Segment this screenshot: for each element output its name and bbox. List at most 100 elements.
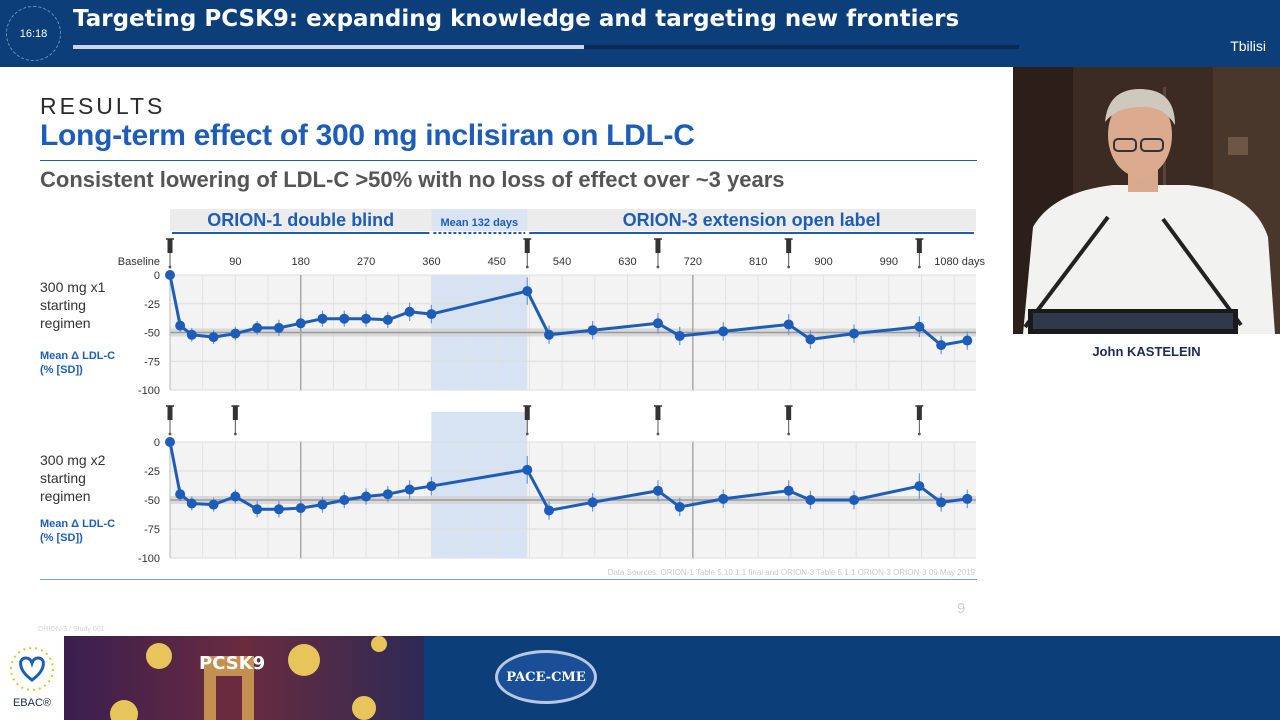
slide-subtitle: Consistent lowering of LDL-C >50% with n…: [40, 167, 785, 192]
data-point: [165, 270, 175, 280]
data-point: [382, 489, 393, 500]
event-title: Targeting PCSK9: expanding knowledge and…: [73, 6, 960, 32]
data-point: [805, 334, 816, 345]
syringe-tip: [168, 432, 172, 436]
data-point: [317, 499, 328, 510]
y-tick-label: -50: [144, 495, 160, 507]
data-point: [674, 330, 685, 341]
y-tick-label: -25: [144, 299, 160, 311]
data-point: [522, 464, 533, 475]
data-point: [317, 313, 328, 324]
data-point: [522, 286, 533, 297]
ebac-label: EBAC®: [12, 697, 52, 709]
syringe-icon: [915, 238, 924, 269]
syringe-tip: [656, 432, 660, 436]
ebac-heart-icon: [10, 647, 54, 691]
slide-code: ORION-3 / Study 001: [38, 626, 105, 633]
syringe-tip: [787, 432, 791, 436]
data-point: [849, 328, 860, 339]
data-point: [295, 318, 306, 329]
data-point: [339, 495, 350, 505]
data-point: [273, 504, 284, 515]
syringe-body: [524, 406, 530, 420]
syringe-icon: [784, 238, 793, 269]
y-tick-label: -25: [144, 466, 160, 478]
slide-page-number: 9: [957, 600, 966, 617]
phase-label: ORION-1 double blind: [207, 210, 394, 230]
data-point: [404, 306, 415, 317]
syringe-tip: [787, 265, 791, 269]
y-tick-label: -75: [144, 524, 160, 536]
session-clock: 16:18: [6, 6, 61, 61]
data-point: [783, 485, 794, 496]
data-point: [805, 495, 816, 505]
syringe-icon: [166, 238, 174, 269]
data-point: [914, 321, 925, 332]
data-point: [339, 313, 350, 324]
syringe-tip: [525, 432, 529, 436]
title-divider: [40, 160, 977, 161]
data-point: [718, 326, 729, 337]
x-tick-label: 360: [422, 256, 440, 268]
x-tick-label: 720: [684, 256, 702, 268]
data-point: [165, 437, 175, 447]
data-point: [273, 322, 284, 333]
syringe-icon: [231, 405, 240, 436]
x-tick-label: 450: [488, 256, 506, 268]
data-point: [652, 485, 663, 496]
data-point: [252, 322, 263, 333]
syringe-body: [786, 239, 792, 253]
x-tick-label: 180: [292, 256, 310, 268]
phase-label: ORION-3 extension open label: [623, 210, 881, 230]
x-tick-label: 810: [749, 256, 767, 268]
syringe-body: [524, 239, 530, 253]
phase-header-band: [170, 209, 976, 231]
regimen-label: regimen: [40, 488, 91, 504]
ldl-c-chart: ORION-1 double blind Mean 132 days ORION-3…: [40, 209, 985, 565]
x-tick-label: 990: [880, 256, 898, 268]
y-axis-label: Mean Δ LDL-C: [40, 350, 115, 362]
regimen-label: starting: [40, 470, 86, 486]
syringe-icon: [166, 405, 174, 436]
pace-cme-logo: PACE-CME: [495, 650, 597, 704]
data-point: [230, 491, 241, 502]
data-point: [230, 328, 241, 339]
data-point: [718, 493, 729, 504]
data-point: [186, 329, 197, 340]
pcsk9-promo-art: PCSK9: [64, 636, 424, 720]
phase-gap-header: [431, 209, 528, 231]
syringe-tip: [656, 265, 660, 269]
data-point: [361, 491, 372, 502]
y-axis-label: (% [SD]): [40, 364, 83, 376]
syringe-tip: [168, 265, 172, 269]
slide-title: Long-term effect of 300 mg inclisiran on…: [40, 119, 695, 152]
data-point: [175, 489, 186, 500]
sponsor-banner: EBAC® PCSK9: [0, 636, 1280, 720]
data-point: [587, 497, 598, 508]
syringe-body: [916, 239, 922, 253]
y-tick-label: -50: [144, 328, 160, 340]
syringe-icon: [523, 405, 532, 436]
data-point: [186, 498, 197, 509]
data-point: [426, 481, 437, 492]
data-point: [426, 309, 437, 320]
x-tick-label: 900: [814, 256, 832, 268]
regimen-label: starting: [40, 297, 86, 313]
y-tick-label: 0: [154, 270, 160, 282]
syringe-icon: [523, 238, 532, 269]
x-tick-label: 270: [357, 256, 375, 268]
data-point: [208, 332, 219, 343]
ebac-logo: EBAC®: [0, 636, 64, 720]
y-tick-label: -100: [138, 385, 160, 397]
syringe-body: [655, 239, 661, 253]
syringe-body: [916, 406, 922, 420]
x-tick-label: Baseline: [118, 256, 160, 268]
syringe-icon: [784, 405, 793, 436]
data-point: [936, 497, 947, 508]
x-tick-label: 90: [229, 256, 241, 268]
y-axis-label: (% [SD]): [40, 532, 83, 544]
speaker-video: [1013, 67, 1280, 334]
data-point: [544, 505, 555, 516]
y-tick-label: -100: [138, 553, 160, 565]
